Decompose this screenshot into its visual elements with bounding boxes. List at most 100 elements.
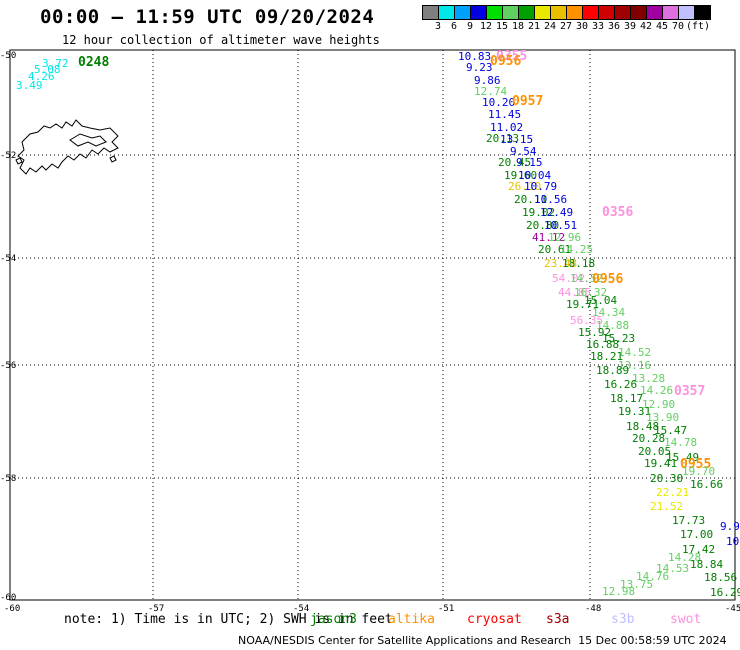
wave-height-label: 18.56 [704,571,737,584]
wave-height-label: 15.23 [602,332,635,345]
wave-height-label: 9.23 [466,61,493,74]
wave-height-label: 22.21 [656,486,689,499]
wave-height-label: 3.72 [42,57,69,70]
wave-height-label: 15.47 [654,424,687,437]
scale-swatch [486,5,503,20]
wave-height-label: 20.45 [498,156,531,169]
satellite-legend-item: cryosat [467,612,522,627]
wave-height-label: 5.08 [34,63,61,76]
lon-label: -45 [725,604,740,614]
lon-label: -48 [585,604,601,614]
wave-height-label: 0957 [512,94,543,109]
wave-height-label: 20.11 [514,193,547,206]
credit-line: NOAA/NESDIS Center for Satellite Applica… [238,634,727,647]
satellite-legend-item: swot [670,612,702,627]
wave-height-label: 0248 [78,55,109,70]
wave-height-label: 18.89 [596,364,629,377]
wave-height-label: 17.42 [682,543,715,556]
footnote: note: 1) Time is in UTC; 2) SWH is in fe… [64,612,393,627]
wave-height-label: 19.02 [522,206,555,219]
wave-height-label: 15.49 [666,451,699,464]
wave-height-label: 18.84 [690,558,723,571]
wave-height-label: 15.04 [584,294,617,307]
lon-label: -57 [148,604,164,614]
satellite-legend-item: jason3 [310,612,357,627]
wave-height-label: 16.88 [586,338,619,351]
wave-height-label: 12.49 [540,206,573,219]
lat-label: -60 [0,593,16,603]
lat-label: -52 [0,151,16,161]
lon-label: -60 [4,604,20,614]
wave-height-label: 0356 [602,205,633,220]
wave-height-label: 10.04 [518,169,551,182]
lat-label: -50 [0,51,16,61]
scale-label: 70 [671,21,685,32]
scale-swatch [566,5,583,20]
wave-height-label: 15.92 [578,326,611,339]
wave-height-label: 10.79 [524,180,557,193]
falkland-islands-coastline [15,119,119,175]
scale-label: 39 [623,21,637,32]
wave-height-label: 14.88 [596,319,629,332]
wave-height-label: 18.21 [590,350,623,363]
lat-label: -56 [0,361,16,371]
scale-swatch [534,5,551,20]
wave-height-label: 14.52 [570,272,603,285]
wave-height-label: 23.48 [544,257,577,270]
lon-label: -51 [438,604,454,614]
wave-height-label: 20.05 [638,445,671,458]
scale-label: 27 [559,21,573,32]
scale-label: 21 [527,21,541,32]
wave-height-label: 14.76 [636,570,669,583]
wave-height-label: 13.75 [620,578,653,591]
scale-swatch [582,5,599,20]
scale-swatch [694,5,711,20]
wave-height-label: 16.66 [690,478,723,491]
scale-label: 45 [655,21,669,32]
wave-height-label: 44.85 [558,286,591,299]
scale-swatch [550,5,567,20]
lon-labels: -60 -57 -54 -51 -48 -45 [4,604,740,614]
wave-height-label: 3.49 [16,79,43,92]
scale-label: 12 [479,21,493,32]
wave-height-label: 13.15 [500,133,533,146]
wave-height-label: 9.86 [474,74,501,87]
scale-label: (ft) [685,21,711,32]
lat-labels: -50 -52 -54 -56 -58 -60 [0,51,16,603]
wave-height-label: 56.35 [570,314,603,327]
scale-label: 18 [511,21,525,32]
scale-swatch [438,5,455,20]
wave-height-label: 16.29 [710,586,740,599]
color-scale [422,5,711,20]
wave-height-label: 41.12 [532,231,565,244]
wave-height-label: 12.96 [548,231,581,244]
wave-height-label: 14.78 [664,436,697,449]
wave-height-label: 14.26 [640,384,673,397]
wave-height-label: 13.28 [632,372,665,385]
scale-label: 33 [591,21,605,32]
wave-height-label: 12.74 [474,85,507,98]
wave-height-label: 0956 [592,272,623,287]
wave-height-label: 19.41 [644,457,677,470]
wave-height-label: 12.90 [642,398,675,411]
wave-height-label: 20.61 [538,243,571,256]
scale-label: 24 [543,21,557,32]
wave-height-label: 18.18 [562,257,595,270]
wave-height-label: 20.80 [526,219,559,232]
wave-height-label: 10.56 [534,193,567,206]
wave-height-label: 12.98 [602,585,635,598]
scale-label: 15 [495,21,509,32]
wave-height-label: 14.25 [560,243,593,256]
wave-height-label: 0956 [490,54,521,69]
wave-height-label: 19.71 [566,298,599,311]
wave-height-label: 10.51 [544,219,577,232]
wave-height-label: 19.31 [618,405,651,418]
wave-height-label: 17.73 [672,514,705,527]
wave-height-label: 13.16 [618,359,651,372]
wave-height-label: 16.26 [604,378,637,391]
wave-height-label: 18.17 [610,392,643,405]
wave-height-label: 9.9 [720,520,740,533]
wave-height-label: 19.60 [504,169,537,182]
wave-height-label: 11.02 [490,121,523,134]
wave-height-label: 9.15 [516,156,543,169]
